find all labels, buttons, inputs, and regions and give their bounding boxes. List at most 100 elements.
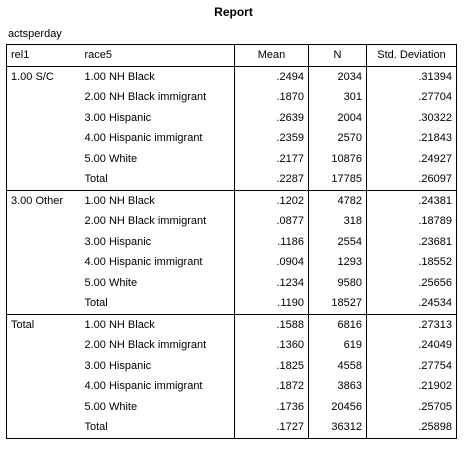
n-cell: 3863 [308,376,367,397]
mean-cell: .2639 [234,107,309,128]
variable-name: actsperday [8,28,62,40]
group-label: 3.00 Other [6,189,81,211]
group-label [7,397,81,418]
group-label: 1.00 S/C [6,65,81,87]
table-row: 4.00 Hispanic immigrant .1872 3863.21902 [7,376,457,397]
sd-cell: .25898 [366,417,457,438]
table-row: 3.00 Other 1.00 NH Black .1202 4782.24381 [6,189,457,211]
race-label: 2.00 NH Black immigrant [84,91,207,104]
table-row: 5.00 White .1736 20456.25705 [7,396,457,418]
table-row: Total .2287 17785.26097 [7,169,457,190]
mean-cell: .1727 [234,417,309,438]
race-label: 1.00 NH Black [80,65,235,87]
sd-cell: .25656 [366,272,457,293]
mean-cell: .1736 [234,396,309,417]
sd-cell: .18789 [366,211,457,232]
sd-cell: .18552 [366,252,457,273]
n-cell: 18527 [308,293,367,314]
sd-cell: .31394 [366,65,457,87]
group-label [7,232,81,253]
group-label [7,108,81,129]
mean-cell: .1825 [234,355,309,376]
sd-cell: .21902 [366,376,457,397]
group-label [7,335,81,356]
sd-cell: .30322 [366,107,457,128]
table-row: Total .1190 18527.24534 [7,293,457,314]
race-label: 5.00 White [84,400,138,413]
table-row: 2.00 NH Black immigrant .0877 318.18789 [7,211,457,232]
mean-cell: .1234 [234,272,309,293]
group-label [7,211,81,232]
n-cell: 4782 [308,189,367,211]
group-label [7,376,81,397]
race-label: 2.00 NH Black immigrant [84,215,207,228]
group-label [7,417,81,438]
table-row: 3.00 Hispanic .1186 2554.23681 [7,231,457,253]
group-label [7,149,81,170]
race-label: 4.00 Hispanic immigrant [84,256,203,269]
race-label: Total [84,173,108,186]
n-cell: 619 [308,335,367,356]
n-cell: 6816 [308,313,367,335]
n-cell: 2570 [308,128,367,149]
mean-cell: .1202 [234,189,309,211]
mean-cell: .1870 [234,87,309,108]
header-n: N [308,44,367,67]
header-sd: Std. Deviation [366,44,457,67]
header-race: race5 [80,44,235,67]
mean-cell: .2287 [234,169,309,190]
group-label [7,87,81,108]
mean-cell: .2177 [234,148,309,169]
mean-cell: .1872 [234,376,309,397]
n-cell: 9580 [308,272,367,293]
n-cell: 2034 [308,65,367,87]
group-label [7,252,81,273]
report-table: rel1 race5 Mean N Std. Deviation 1.00 S/… [6,44,457,439]
header-mean: Mean [234,44,309,67]
race-label: 3.00 Hispanic [84,235,152,248]
group-label [7,128,81,149]
report-body: 1.00 S/C 1.00 NH Black .2494 2034.31394 2.00… [6,65,457,438]
sd-cell: .27313 [366,313,457,335]
race-label: 1.00 NH Black [80,313,235,335]
race-label: 2.00 NH Black immigrant [84,339,207,352]
mean-cell: .0877 [234,211,309,232]
race-label: 5.00 White [84,152,138,165]
table-row: 1.00 S/C 1.00 NH Black .2494 2034.31394 [6,65,457,87]
table-row: 3.00 Hispanic .1825 4558.27754 [7,355,457,377]
table-row: 5.00 White .2177 10876.24927 [7,148,457,170]
race-label: 4.00 Hispanic immigrant [84,380,203,393]
table-row: 2.00 NH Black immigrant .1360 619.24049 [7,335,457,356]
mean-cell: .1588 [234,313,309,335]
n-cell: 4558 [308,355,367,376]
table-row: Total .1727 36312.25898 [7,417,457,438]
mean-cell: .1186 [234,231,309,252]
n-cell: 36312 [308,417,367,438]
header-row: rel1 race5 Mean N Std. Deviation [6,44,457,67]
group-label [7,356,81,377]
group-label [7,293,81,314]
race-label: 3.00 Hispanic [84,359,152,372]
mean-cell: .1360 [234,335,309,356]
mean-cell: .0904 [234,252,309,273]
table-row: 5.00 White .1234 9580.25656 [7,272,457,293]
table-row: 3.00 Hispanic .2639 2004.30322 [7,107,457,129]
sd-cell: .21843 [366,128,457,149]
n-cell: 318 [308,211,367,232]
group-label [7,169,81,190]
sd-cell: .24927 [366,148,457,169]
race-label: 3.00 Hispanic [84,111,152,124]
sd-cell: .23681 [366,231,457,252]
sd-cell: .25705 [366,396,457,417]
race-label: Total [84,297,108,310]
sd-cell: .24534 [366,293,457,314]
mean-cell: .2359 [234,128,309,149]
race-label: Total [84,421,108,434]
mean-cell: .1190 [234,293,309,314]
sd-cell: .27754 [366,355,457,376]
sd-cell: .24049 [366,335,457,356]
table-row: 4.00 Hispanic immigrant .2359 2570.21843 [7,128,457,149]
group-label: Total [6,313,81,335]
n-cell: 17785 [308,169,367,190]
race-label: 1.00 NH Black [80,189,235,211]
